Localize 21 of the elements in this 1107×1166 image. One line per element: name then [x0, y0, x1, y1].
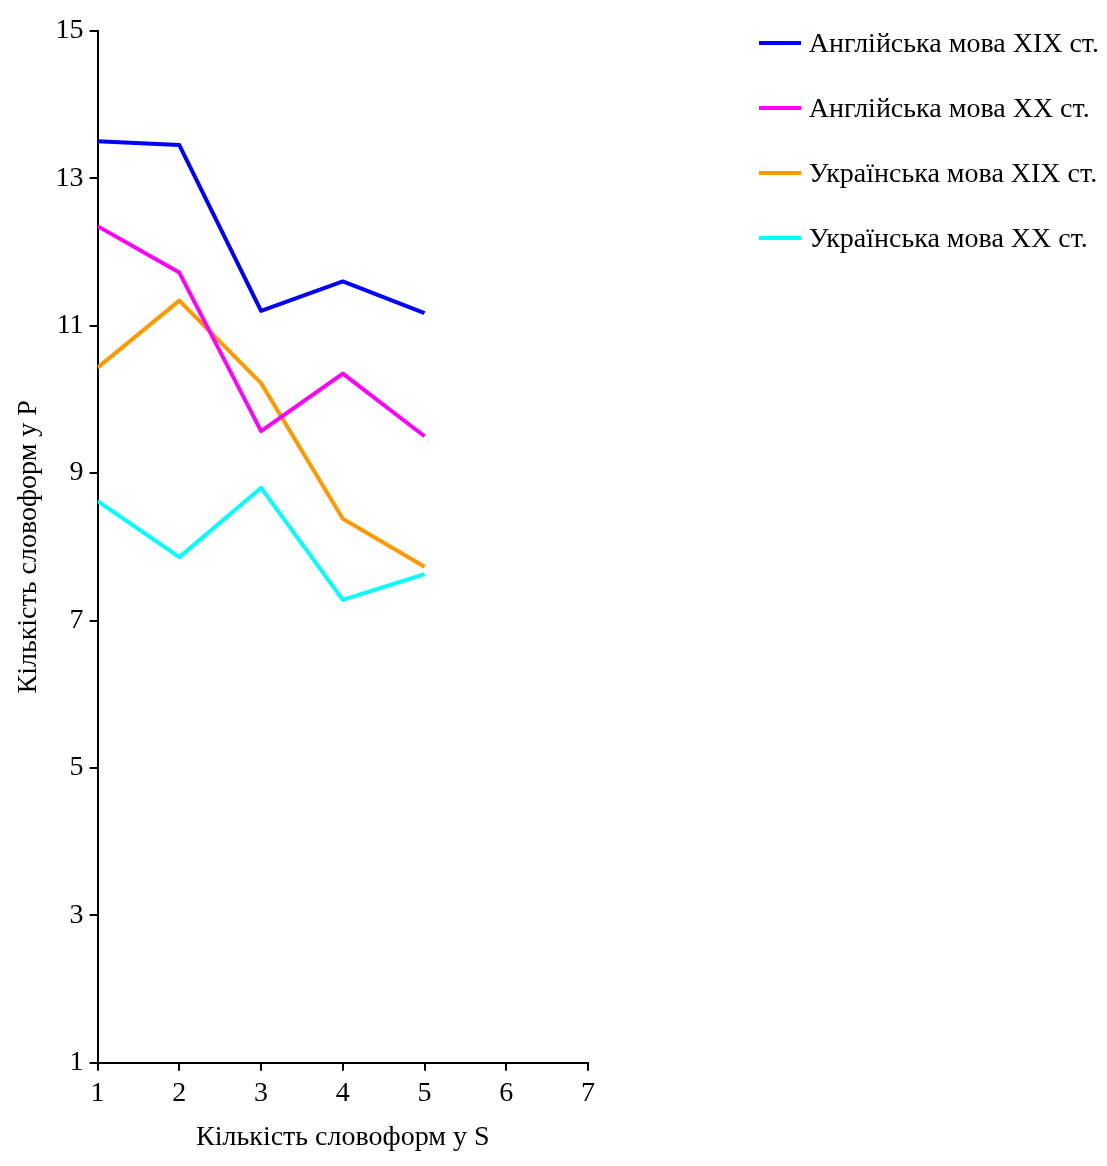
y-tick-label: 13 [55, 160, 84, 192]
x-tick-label: 6 [499, 1075, 514, 1107]
x-tick-label: 4 [335, 1075, 350, 1107]
y-tick-label: 11 [56, 308, 84, 340]
y-tick-label: 9 [69, 455, 84, 487]
y-tick-label: 7 [69, 602, 84, 634]
y-axis-title: Кількість словоформ у P [11, 400, 43, 694]
y-tick-label: 1 [69, 1045, 84, 1077]
y-tick-label: 3 [69, 897, 84, 929]
legend-label: Англійська мова XX ст. [808, 91, 1090, 124]
y-tick-label: 15 [55, 13, 84, 45]
x-axis-title: Кількість словоформ у S [196, 1119, 490, 1151]
x-tick-label: 3 [254, 1075, 269, 1107]
y-tick-label: 5 [69, 750, 84, 782]
x-tick-label: 7 [581, 1075, 595, 1107]
legend-label: Українська мова XX ст. [808, 221, 1088, 254]
x-tick-label: 1 [90, 1075, 105, 1107]
legend-label: Українська мова XIX ст. [808, 156, 1098, 189]
x-tick-label: 2 [172, 1075, 187, 1107]
legend-label: Англійська мова XIX ст. [808, 26, 1099, 59]
x-tick-label: 5 [417, 1075, 432, 1107]
